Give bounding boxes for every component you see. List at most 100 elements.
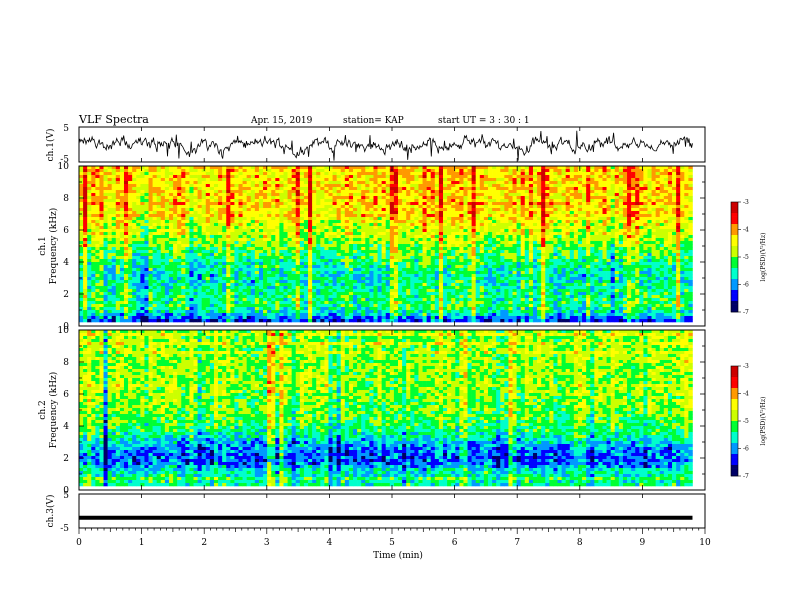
spectrogram-cell (459, 229, 464, 233)
spectrogram-cell (209, 289, 215, 293)
spectrogram-cell (455, 202, 460, 206)
spectrogram-cell (447, 259, 452, 263)
spectrogram-cell (189, 316, 194, 320)
spectrogram-cell (336, 175, 342, 179)
spectrogram-cell (455, 250, 460, 254)
spectrogram-cell (328, 271, 333, 275)
spectrogram-cell (357, 319, 362, 323)
spectrogram-cell (455, 232, 460, 236)
spectrogram-cell (308, 277, 313, 281)
spectrogram-cell (115, 277, 121, 281)
spectrogram-cell (398, 268, 403, 272)
spectrogram-cell (353, 265, 358, 269)
spectrogram-cell (414, 265, 419, 269)
spectrogram-cell (132, 250, 137, 254)
spectrogram-cell (418, 217, 423, 221)
spectrogram-cell (173, 220, 178, 224)
spectrogram-cell (398, 247, 403, 251)
spectrogram-cell (267, 280, 272, 284)
spectrogram-cell (426, 283, 432, 287)
spectrogram-cell (177, 214, 182, 218)
spectrogram-cell (410, 220, 415, 224)
spectrogram-cell (365, 304, 370, 308)
spectrogram-cell (459, 244, 464, 248)
spectrogram-cell (95, 226, 100, 230)
spectrogram-cell (185, 232, 190, 236)
spectrogram-cell (185, 319, 190, 323)
spectrogram-cell (402, 316, 407, 320)
spectrogram-cell (438, 286, 444, 290)
spectrogram-cell (443, 223, 448, 227)
spectrogram-cell (455, 214, 460, 218)
spectrogram-cell (418, 226, 423, 230)
spectrogram-cell (459, 166, 464, 170)
spectrogram-cell (238, 289, 243, 293)
spectrogram-cell (463, 256, 468, 260)
spectrogram-cell (308, 268, 313, 272)
spectrogram-cell (79, 202, 84, 206)
spectrogram-cell (132, 208, 137, 212)
spectrogram-cell (385, 307, 391, 311)
spectrogram-cell (402, 283, 407, 287)
spectrogram-cell (111, 259, 117, 263)
spectrogram-cell (258, 319, 264, 323)
spectrogram-cell (254, 202, 260, 206)
spectrogram-cell (238, 310, 243, 314)
spectrogram-cell (332, 247, 337, 251)
spectrogram-cell (267, 253, 272, 257)
spectrogram-cell (87, 196, 92, 200)
spectrogram-cell (193, 226, 198, 230)
spectrogram-cell (328, 193, 333, 197)
spectrogram-cell (132, 298, 137, 302)
spectrogram-cell (226, 268, 231, 272)
spectrogram-cell (426, 256, 432, 260)
spectrogram-cell (128, 247, 133, 251)
spectrogram-cell (353, 211, 358, 215)
spectrogram-cell (303, 208, 309, 212)
spectrogram-cell (197, 172, 202, 176)
spectrogram-cell (258, 265, 264, 269)
spectrogram-cell (422, 277, 427, 281)
spectrogram-cell (185, 199, 190, 203)
spectrogram-cell (344, 286, 350, 290)
spectrogram-cell (193, 181, 198, 185)
spectrogram-cell (115, 202, 121, 206)
spectrogram-cell (185, 205, 190, 209)
spectrogram-cell (230, 229, 235, 233)
spectrogram-cell (447, 283, 452, 287)
spectrogram-cell (303, 226, 309, 230)
spectrogram-cell (156, 226, 162, 230)
spectrogram-cell (344, 208, 350, 212)
spectrogram-cell (123, 229, 129, 233)
spectrogram-cell (459, 283, 464, 287)
spectrogram-cell (275, 178, 280, 182)
spectrogram-cell (316, 199, 321, 203)
spectrogram-cell (95, 166, 100, 170)
spectrogram-cell (283, 196, 288, 200)
spectrogram-cell (430, 244, 436, 248)
spectrogram-cell (230, 202, 235, 206)
spectrogram-cell (213, 316, 219, 320)
spectrogram-cell (324, 289, 329, 293)
spectrogram-cell (234, 274, 239, 278)
spectrogram-cell (303, 184, 309, 188)
spectrogram-cell (393, 181, 399, 185)
spectrogram-cell (222, 310, 227, 314)
spectrogram-cell (271, 259, 276, 263)
spectrogram-cell (250, 286, 256, 290)
spectrogram-cell (283, 268, 288, 272)
spectrogram-cell (160, 310, 166, 314)
spectrogram-cell (177, 232, 182, 236)
spectrogram-cell (246, 316, 252, 320)
spectrogram-cell (168, 232, 174, 236)
spectrogram-cell (308, 319, 313, 323)
spectrogram-cell (209, 205, 215, 209)
spectrogram-cell (402, 196, 407, 200)
spectrogram-cell (181, 298, 186, 302)
spectrogram-cell (168, 238, 174, 242)
spectrogram-cell (164, 247, 170, 251)
spectrogram-cell (308, 217, 313, 221)
spectrogram-cell (324, 193, 329, 197)
spectrogram-cell (406, 301, 411, 305)
